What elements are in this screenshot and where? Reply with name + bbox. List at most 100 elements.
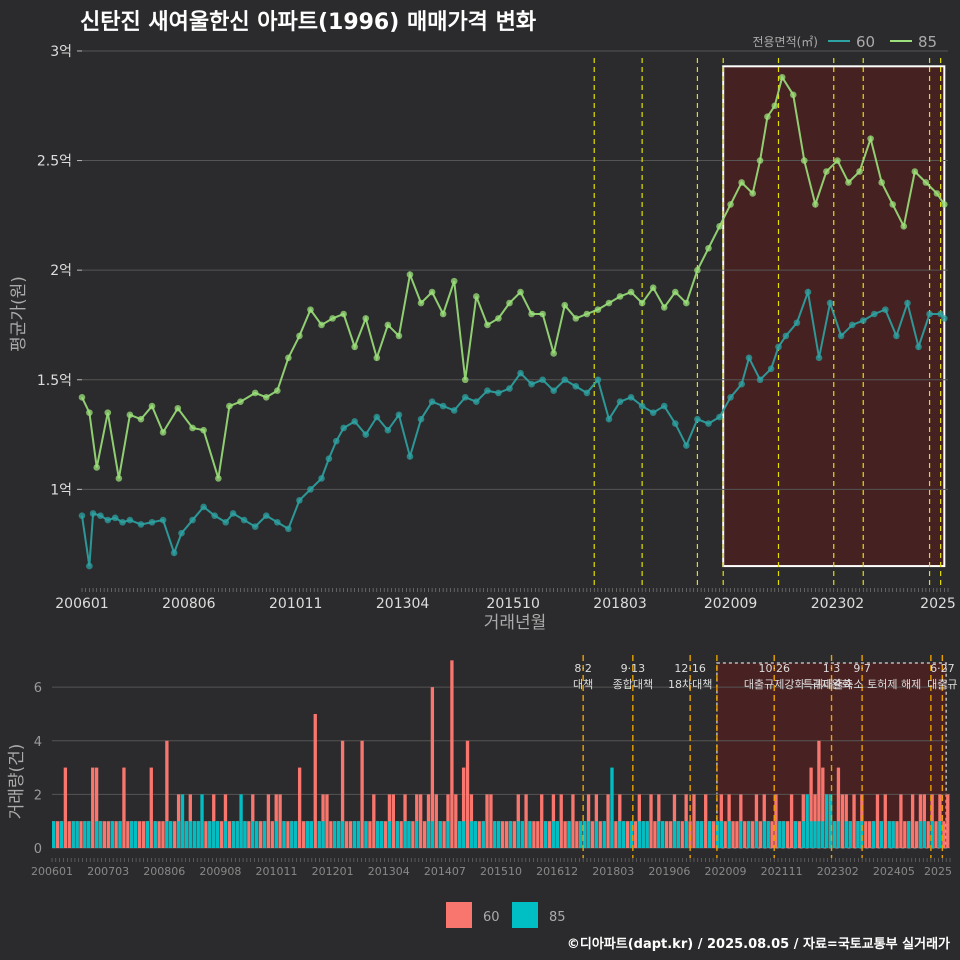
data-point-85	[738, 179, 745, 186]
volume-bar-85	[270, 821, 274, 848]
data-point-85	[764, 113, 771, 121]
data-point-85	[528, 310, 535, 318]
volume-bar-60	[739, 821, 743, 848]
data-point-85	[638, 299, 646, 307]
volume-bar-60	[828, 794, 833, 848]
footer-credit: ©디아파트(dapt.kr) / 2025.08.05 / 자료=국토교통부 실…	[566, 937, 950, 952]
policy-label: 18차대책	[668, 678, 712, 691]
data-point-60	[506, 385, 513, 392]
data-point-60	[616, 398, 624, 405]
volume-bar-85	[731, 821, 735, 848]
volume-bar-60	[813, 821, 817, 848]
volume-bar-60	[793, 821, 798, 848]
volume-bar-60	[887, 821, 891, 848]
volume-bar-60	[762, 821, 766, 848]
data-point-60	[672, 420, 679, 427]
volume-bar-85	[868, 821, 872, 848]
volume-bar-85	[94, 767, 99, 848]
data-point-85	[406, 271, 414, 278]
volume-bar-60	[469, 821, 474, 848]
volume-bar-60	[844, 821, 848, 848]
volume-bar-60	[801, 821, 805, 848]
data-point-60	[97, 512, 104, 519]
volume-chart: 0 2 4 6 거래량(건) 8·2 대책 9·13 종합대책 12·16 18차대책 10·26 대출…	[7, 655, 958, 928]
data-point-60	[373, 413, 381, 421]
data-point-60	[826, 299, 834, 307]
data-point-60	[815, 354, 823, 362]
volume-bar-85	[575, 821, 579, 848]
volume-legend-swatch-60	[446, 902, 472, 928]
policy-label: 대출규	[927, 678, 957, 691]
volume-legend-label-60: 60	[483, 910, 500, 925]
volume-bar-85	[692, 794, 696, 848]
data-point-60	[461, 393, 469, 401]
data-point-60	[119, 518, 126, 526]
volume-x-tick-label: 201304	[368, 865, 410, 878]
data-point-85	[78, 393, 86, 401]
volume-bar-85	[883, 794, 887, 848]
data-point-60	[561, 376, 569, 384]
volume-bar-85	[219, 821, 224, 848]
data-point-85	[812, 201, 819, 208]
data-point-85	[200, 426, 207, 434]
volume-bar-60	[707, 821, 712, 848]
data-point-85	[296, 332, 303, 340]
volume-x-tick-label: 200601	[31, 865, 73, 878]
volume-x-tick-label: 200908	[199, 865, 241, 878]
volume-bar-60	[340, 821, 345, 848]
policy-label: 9·13	[621, 662, 646, 675]
data-point-60	[159, 516, 167, 524]
data-point-60	[89, 510, 97, 517]
volume-bar-60	[110, 821, 114, 848]
volume-bar-60	[637, 821, 641, 848]
volume-bar-60	[528, 821, 532, 848]
volume-bar-60	[430, 821, 435, 848]
volume-bar-60	[153, 821, 157, 848]
data-point-85	[215, 475, 222, 482]
volume-bar-85	[102, 821, 107, 848]
volume-legend-swatch-85	[512, 902, 538, 928]
volume-bar-85	[63, 767, 68, 848]
y-tick-label: 3억	[50, 44, 72, 60]
volume-bar-85	[875, 794, 880, 848]
volume-bar-60	[602, 821, 606, 848]
data-point-85	[126, 411, 134, 419]
volume-bar-60	[907, 821, 911, 848]
policy-label: 특례대출축소 토허제 해제	[803, 677, 921, 691]
volume-bar-60	[766, 821, 770, 848]
volume-bar-85	[786, 821, 790, 848]
data-point-85	[660, 304, 668, 311]
volume-bar-85	[126, 821, 130, 848]
volume-bar-60	[184, 821, 189, 848]
data-point-85	[561, 301, 569, 309]
data-point-60	[775, 343, 782, 351]
volume-bar-85	[301, 821, 306, 848]
data-point-85	[285, 354, 292, 362]
volume-bar-60	[309, 821, 314, 848]
volume-bar-85	[227, 821, 232, 848]
policy-label: 8·2	[574, 662, 592, 675]
data-point-85	[539, 310, 546, 318]
data-point-85	[237, 398, 244, 405]
volume-bar-85	[817, 740, 821, 848]
volume-y-tick-label: 0	[34, 842, 42, 857]
data-point-85	[649, 284, 657, 291]
volume-bar-60	[856, 821, 860, 848]
volume-bar-85	[325, 794, 329, 848]
data-point-60	[351, 418, 358, 425]
volume-bar-60	[641, 821, 645, 848]
volume-bar-85	[536, 821, 540, 848]
volume-bar-60	[567, 821, 571, 848]
data-point-85	[484, 321, 491, 329]
data-point-85	[274, 387, 281, 395]
policy-label: 대책	[573, 678, 593, 691]
volume-bar-60	[657, 821, 661, 848]
volume-bar-60	[200, 794, 204, 848]
volume-bar-60	[582, 821, 587, 848]
volume-bar-85	[454, 794, 458, 848]
data-point-85	[104, 409, 112, 416]
data-point-60	[285, 525, 292, 533]
y-tick-label: 2억	[50, 263, 72, 279]
data-point-60	[528, 380, 535, 388]
